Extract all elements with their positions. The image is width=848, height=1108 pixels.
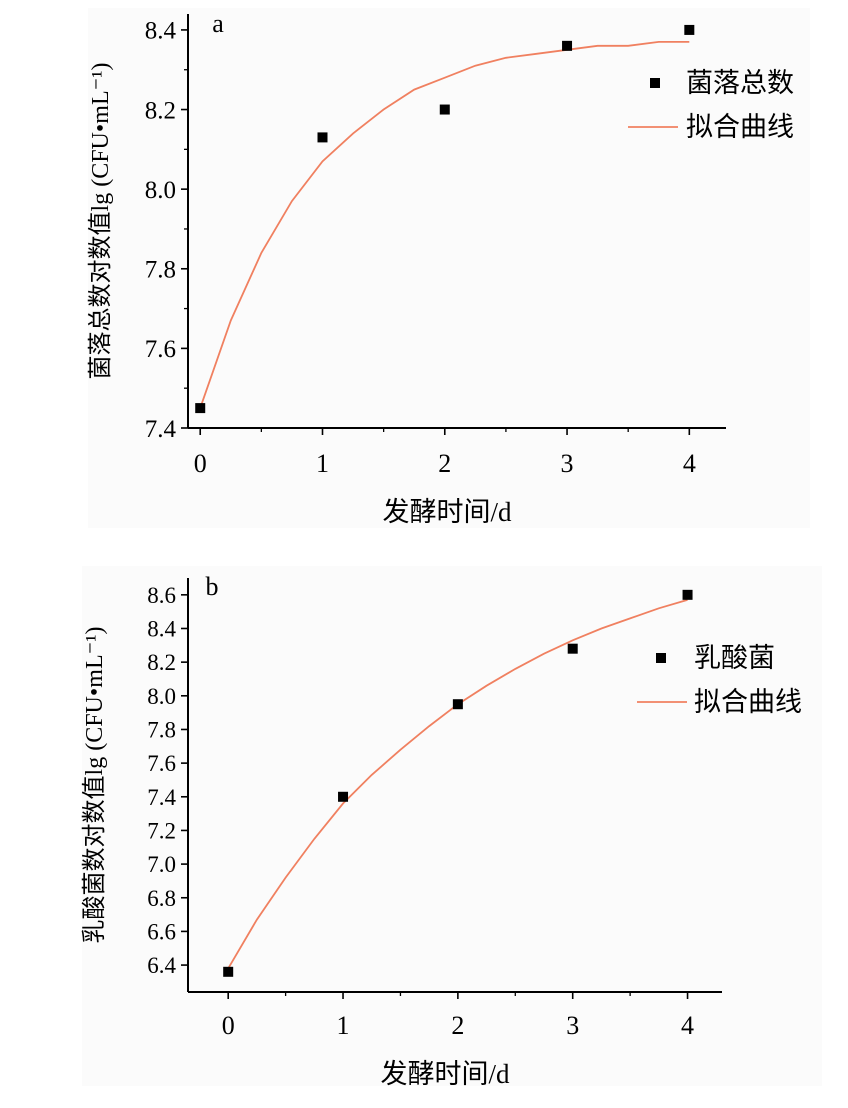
x-axis-title: 发酵时间/d <box>380 1059 510 1089</box>
data-point <box>195 403 206 414</box>
data-point <box>452 699 463 710</box>
y-tick-label: 8.2 <box>147 650 176 675</box>
x-tick-label: 1 <box>337 1011 350 1040</box>
y-tick-label: 7.4 <box>145 416 177 443</box>
data-point <box>317 132 328 143</box>
x-tick-label: 2 <box>451 1011 464 1040</box>
legend-label-scatter: 乳酸菌 <box>694 643 775 673</box>
data-point <box>682 589 693 600</box>
data-point <box>439 104 450 115</box>
y-tick-label: 8.4 <box>145 18 177 45</box>
y-tick-label: 7.6 <box>145 336 176 363</box>
x-tick-label: 3 <box>566 1011 579 1040</box>
legend-label-line: 拟合曲线 <box>686 112 794 142</box>
y-tick-label: 7.8 <box>145 257 176 284</box>
x-tick-label: 4 <box>681 1011 694 1040</box>
legend-marker-scatter <box>650 78 660 88</box>
y-tick-label: 6.6 <box>147 919 176 944</box>
panel-background <box>88 8 810 528</box>
x-tick-label: 1 <box>316 449 329 478</box>
x-tick-label: 3 <box>561 449 574 478</box>
data-point <box>567 643 578 654</box>
panel-background <box>82 566 822 1086</box>
x-tick-label: 0 <box>194 449 207 478</box>
y-tick-label: 8.0 <box>145 177 176 204</box>
y-tick-label: 7.8 <box>147 718 176 743</box>
panel-label: b <box>206 572 219 601</box>
data-point <box>684 24 695 35</box>
y-tick-label: 7.0 <box>147 852 176 877</box>
x-tick-label: 2 <box>438 449 451 478</box>
y-axis-title: 乳酸菌数对数值lg (CFU•mL⁻¹) <box>81 627 108 944</box>
legend-marker-scatter <box>656 653 666 663</box>
x-tick-label: 4 <box>683 449 696 478</box>
y-tick-label: 7.2 <box>147 818 176 843</box>
y-tick-label: 8.6 <box>147 583 176 608</box>
y-tick-label: 6.4 <box>147 953 176 978</box>
x-axis-title: 发酵时间/d <box>382 497 512 527</box>
y-tick-label: 7.4 <box>147 785 176 810</box>
legend-label-line: 拟合曲线 <box>694 687 802 717</box>
y-tick-label: 6.8 <box>147 886 176 911</box>
data-point <box>338 791 349 802</box>
y-tick-label: 8.0 <box>147 684 176 709</box>
data-point <box>223 966 234 977</box>
y-tick-label: 8.4 <box>147 617 176 642</box>
y-tick-label: 7.6 <box>147 751 176 776</box>
data-point <box>562 40 573 51</box>
x-tick-label: 0 <box>222 1011 235 1040</box>
fit-curve-line <box>199 41 690 409</box>
y-tick-label: 8.2 <box>145 97 176 124</box>
y-axis-title: 菌落总数对数值lg (CFU•mL⁻¹) <box>87 63 114 380</box>
legend-label-scatter: 菌落总数 <box>686 68 794 98</box>
panel-label: a <box>212 9 224 38</box>
